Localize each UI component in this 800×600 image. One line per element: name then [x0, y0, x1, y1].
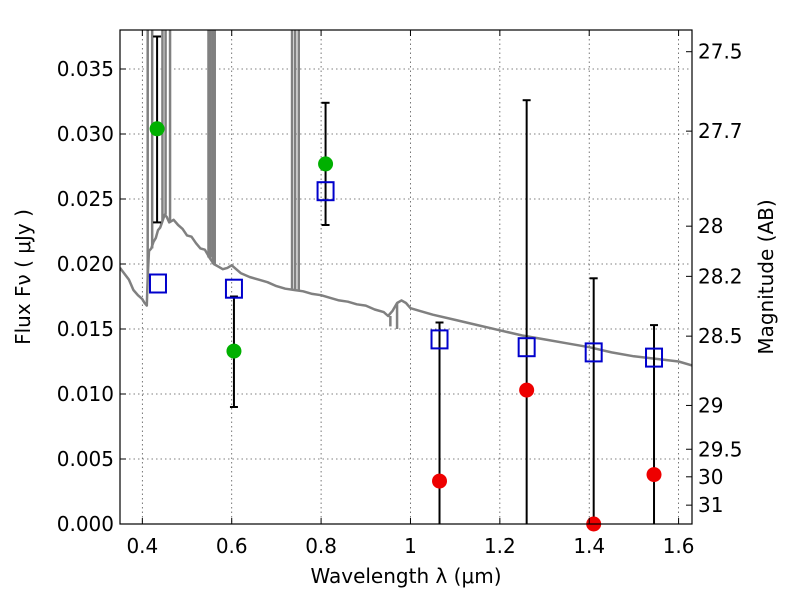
x-tick-label: 1.6 [663, 534, 695, 558]
model-photometry-square [316, 181, 335, 202]
right-tick-label: 27.5 [698, 40, 743, 64]
right-tick-label: 31 [698, 493, 723, 517]
detection-point [226, 343, 242, 359]
y-tick-label: 0.010 [57, 382, 114, 406]
non-detection-point [432, 473, 448, 489]
right-tick-label: 28.2 [698, 264, 743, 288]
x-tick-label: 0.6 [216, 534, 248, 558]
ticks-layer: 0.4 0.6 0.8 1 1.2 1.4 1.6 0.000 0.005 0.010 0.015 0… [57, 30, 743, 558]
model-photometry-square [645, 347, 664, 368]
grid [120, 30, 692, 525]
detection-point [149, 121, 165, 137]
x-tick-label: 1.4 [573, 534, 605, 558]
model-photometry-square [148, 273, 167, 294]
y-tick-label: 0.000 [57, 512, 114, 536]
x-tick-label: 1 [404, 534, 417, 558]
right-axis-label: Magnitude (AB) [754, 199, 778, 354]
model-photometry-square [517, 337, 536, 358]
right-tick-label: 30 [698, 465, 723, 489]
y-tick-label: 0.020 [57, 252, 114, 276]
model-sed-line [120, 213, 692, 367]
x-tick-label: 1.2 [484, 534, 516, 558]
model-photometry-square [224, 278, 243, 299]
y-tick-label: 0.025 [57, 187, 114, 211]
non-detection-point [519, 382, 535, 398]
x-tick-label: 0.8 [305, 534, 337, 558]
right-tick-label: 28 [698, 214, 723, 238]
x-axis-label: Wavelength λ (μm) [310, 564, 501, 588]
y-tick-label: 0.030 [57, 122, 114, 146]
right-tick-label: 29 [698, 393, 723, 417]
right-tick-label: 27.7 [698, 119, 743, 143]
plot-frame [119, 29, 693, 525]
y-axis-label: Flux Fν ( μJy ) [11, 209, 35, 345]
right-tick-label: 28.5 [698, 324, 743, 348]
y-tick-label: 0.035 [57, 57, 114, 81]
x-tick-label: 0.4 [126, 534, 158, 558]
model-sed-layer [120, 30, 692, 367]
markers-layer [148, 35, 664, 532]
right-tick-label: 29.5 [698, 437, 743, 461]
model-photometry-square [430, 329, 449, 350]
detection-point [318, 156, 334, 172]
non-detection-point [646, 467, 662, 483]
y-tick-label: 0.015 [57, 317, 114, 341]
y-tick-label: 0.005 [57, 447, 114, 471]
model-photometry-square [584, 342, 603, 363]
